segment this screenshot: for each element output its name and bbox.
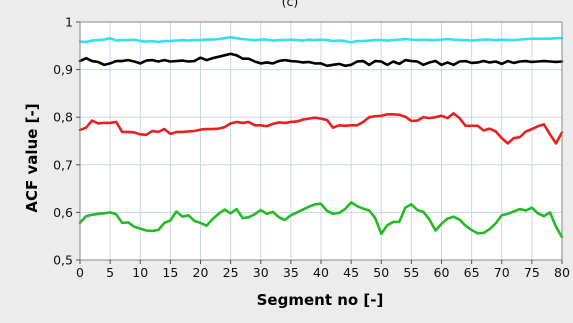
x-axis: 0 5 10 15 20 25 30 35 40 45 50 55 60 65 70 75 80 — [76, 260, 570, 280]
x-tick-label: 0 — [76, 265, 84, 280]
series-line-2 — [78, 52, 564, 68]
series-line-1 — [78, 35, 564, 44]
x-tick-label: 15 — [162, 265, 178, 280]
x-tick-label: 80 — [554, 265, 570, 280]
y-axis: 0,5 0,6 0,7 0,8 0,9 1 — [53, 15, 80, 268]
x-tick-label: 40 — [313, 265, 329, 280]
x-tick-label: 35 — [283, 265, 299, 280]
y-tick-label: 0,9 — [53, 62, 73, 77]
y-tick-label: 0,7 — [53, 157, 73, 172]
series-line-3 — [78, 112, 564, 145]
series-line-4 — [78, 201, 564, 239]
x-tick-label: 60 — [434, 265, 450, 280]
x-tick-label: 70 — [494, 265, 510, 280]
x-axis-title: Segment no [-] — [257, 291, 384, 309]
x-tick-label: 30 — [253, 265, 269, 280]
x-tick-label: 10 — [132, 265, 148, 280]
x-tick-label: 55 — [403, 265, 419, 280]
chart-title: (c) — [282, 0, 299, 9]
x-tick-label: 25 — [223, 265, 239, 280]
y-tick-label: 0,5 — [53, 253, 73, 268]
y-tick-label: 0,8 — [53, 110, 73, 125]
x-tick-label: 20 — [193, 265, 209, 280]
y-axis-title: ACF value [-] — [23, 103, 41, 212]
series-layer — [78, 35, 564, 239]
y-tick-label: 0,6 — [53, 205, 73, 220]
x-tick-label: 5 — [106, 265, 114, 280]
x-tick-label: 50 — [373, 265, 389, 280]
x-tick-label: 65 — [464, 265, 480, 280]
x-tick-label: 75 — [524, 265, 540, 280]
x-tick-label: 45 — [343, 265, 359, 280]
y-tick-label: 1 — [65, 15, 73, 30]
